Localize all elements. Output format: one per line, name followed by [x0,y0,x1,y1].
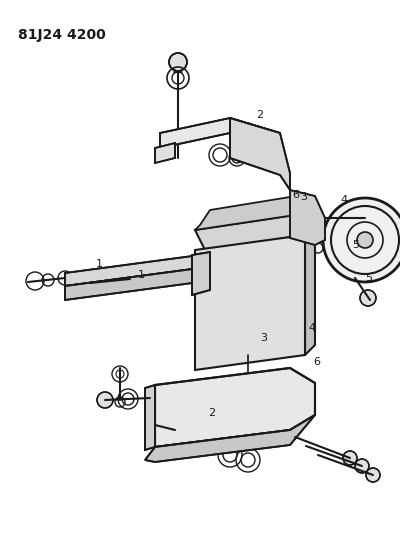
Text: 5: 5 [352,240,359,250]
Text: 3: 3 [260,334,267,343]
Polygon shape [290,190,325,245]
Text: 1: 1 [138,270,145,280]
Text: 6: 6 [313,357,320,367]
Text: 2: 2 [256,110,263,120]
Polygon shape [65,255,200,286]
Polygon shape [195,235,305,370]
Text: 2: 2 [208,408,215,418]
Circle shape [236,298,260,322]
Circle shape [169,53,187,71]
Text: 1: 1 [96,259,103,269]
Circle shape [219,398,235,414]
Polygon shape [195,197,300,230]
Polygon shape [155,143,175,163]
Text: 3: 3 [300,192,307,202]
Circle shape [357,232,373,248]
Text: 81J24 4200: 81J24 4200 [18,28,106,42]
Circle shape [355,459,369,473]
Polygon shape [230,118,290,190]
Circle shape [323,198,400,282]
Polygon shape [295,215,315,355]
Circle shape [195,402,211,418]
Text: 5: 5 [365,273,372,283]
Polygon shape [145,415,315,462]
Circle shape [360,290,376,306]
Text: 4: 4 [340,195,347,205]
Circle shape [366,468,380,482]
Polygon shape [155,368,315,447]
Circle shape [97,392,113,408]
Polygon shape [145,385,155,450]
Polygon shape [65,268,200,300]
Circle shape [207,400,223,416]
Polygon shape [160,118,280,148]
Circle shape [148,418,162,432]
Text: 4: 4 [308,323,315,333]
Text: 6: 6 [292,190,299,199]
Polygon shape [192,252,210,295]
Circle shape [343,451,357,465]
Polygon shape [195,215,305,250]
Circle shape [213,275,283,345]
